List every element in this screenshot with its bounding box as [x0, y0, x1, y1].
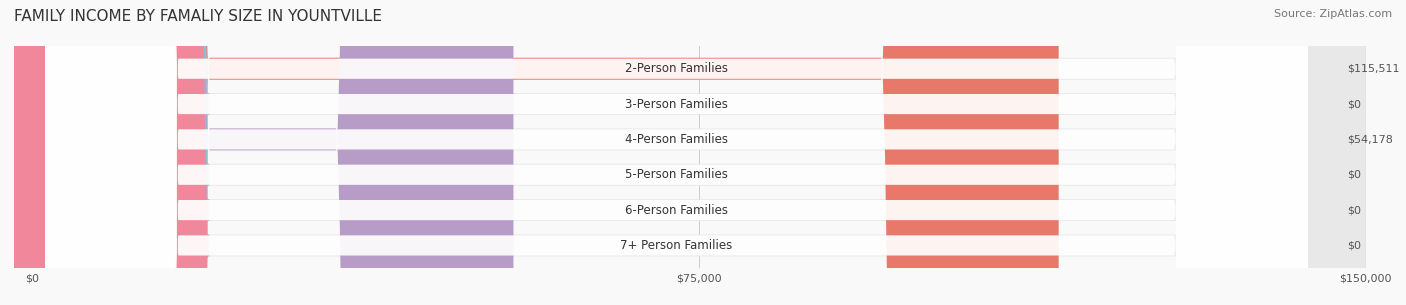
- Text: $0: $0: [1347, 99, 1361, 109]
- FancyBboxPatch shape: [0, 0, 209, 305]
- FancyBboxPatch shape: [32, 0, 1365, 305]
- FancyBboxPatch shape: [45, 0, 1308, 305]
- FancyBboxPatch shape: [0, 0, 209, 305]
- FancyBboxPatch shape: [0, 0, 209, 305]
- FancyBboxPatch shape: [32, 0, 1365, 305]
- Text: FAMILY INCOME BY FAMALIY SIZE IN YOUNTVILLE: FAMILY INCOME BY FAMALIY SIZE IN YOUNTVI…: [14, 9, 382, 24]
- FancyBboxPatch shape: [0, 0, 209, 305]
- Text: $115,511: $115,511: [1347, 64, 1400, 74]
- FancyBboxPatch shape: [45, 0, 1308, 305]
- FancyBboxPatch shape: [45, 0, 1308, 305]
- Text: Source: ZipAtlas.com: Source: ZipAtlas.com: [1274, 9, 1392, 19]
- FancyBboxPatch shape: [32, 0, 1365, 305]
- Text: 3-Person Families: 3-Person Families: [624, 98, 728, 111]
- Text: $0: $0: [1347, 240, 1361, 250]
- FancyBboxPatch shape: [32, 0, 1365, 305]
- Text: 2-Person Families: 2-Person Families: [624, 62, 728, 75]
- Text: 6-Person Families: 6-Person Families: [624, 203, 728, 217]
- Text: 7+ Person Families: 7+ Person Families: [620, 239, 733, 252]
- Text: 4-Person Families: 4-Person Families: [624, 133, 728, 146]
- Text: $0: $0: [1347, 205, 1361, 215]
- FancyBboxPatch shape: [32, 0, 513, 305]
- FancyBboxPatch shape: [32, 0, 1365, 305]
- FancyBboxPatch shape: [45, 0, 1308, 305]
- FancyBboxPatch shape: [45, 0, 1308, 305]
- Text: 5-Person Families: 5-Person Families: [624, 168, 728, 181]
- FancyBboxPatch shape: [32, 0, 1059, 305]
- FancyBboxPatch shape: [45, 0, 1308, 305]
- Text: $54,178: $54,178: [1347, 135, 1393, 144]
- FancyBboxPatch shape: [32, 0, 1365, 305]
- Text: $0: $0: [1347, 170, 1361, 180]
